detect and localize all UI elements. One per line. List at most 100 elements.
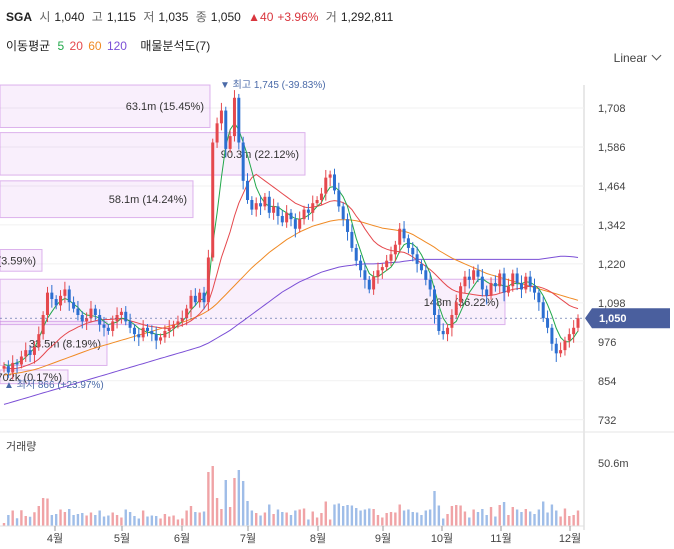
ma-20[interactable]: 20	[69, 39, 83, 53]
volume-bar	[141, 510, 145, 526]
candle-body	[433, 289, 436, 315]
volume-bar	[202, 511, 206, 526]
high-annotation: ▼ 최고 1,745 (-39.83%)	[220, 79, 326, 91]
ma-5[interactable]: 5	[57, 39, 65, 53]
volume-bar	[494, 516, 497, 526]
volume-bar	[194, 512, 197, 526]
candle-body	[411, 247, 415, 255]
candle-body	[328, 174, 332, 178]
volume-bar	[294, 510, 297, 526]
candle-body	[332, 174, 336, 191]
candle-body	[272, 206, 276, 213]
volume-profile-bar	[0, 320, 108, 366]
candle-body	[163, 330, 167, 338]
volume-bar	[468, 517, 471, 526]
volume-profile-bar	[0, 180, 194, 219]
candle-body	[489, 283, 493, 296]
candle-body	[237, 97, 241, 143]
ma-label[interactable]: 이동평균	[6, 39, 51, 53]
candle-body	[306, 209, 310, 213]
candle-body	[533, 286, 537, 293]
candle-body	[167, 327, 171, 331]
volume-profile-label: 33.5m (8.19%)	[29, 338, 101, 350]
price-header: SGA 시 1,040 고 1,115 저 1,035 종 1,050 ▲40 +3.96…	[6, 8, 397, 25]
volume-bar	[94, 515, 97, 526]
candle-body	[15, 362, 19, 365]
candle-body	[393, 244, 397, 255]
volume-bar	[7, 515, 10, 526]
volume-bar	[320, 513, 323, 526]
candles	[2, 90, 580, 380]
volume-bar	[289, 515, 293, 526]
candle-body	[141, 327, 145, 338]
ma-120[interactable]: 120	[106, 39, 127, 53]
scale-mode-dropdown[interactable]: Linear	[614, 50, 662, 65]
volume-bar	[394, 512, 397, 526]
volume-bar	[124, 509, 127, 526]
close-value: 1,050	[210, 10, 241, 24]
volume-profile-bar	[0, 132, 306, 176]
volume-bar	[441, 518, 445, 526]
y-tick-label: 854	[598, 376, 616, 388]
candle-body	[50, 292, 54, 300]
volume-bar	[476, 512, 480, 526]
volume-bar	[98, 510, 101, 526]
candle-body	[428, 279, 432, 290]
volume-distribution-label[interactable]: 매물분석도(7)	[140, 39, 211, 53]
candle-body	[85, 318, 89, 322]
volume-bar	[489, 507, 493, 526]
candle-body	[367, 279, 371, 290]
volume-bar	[368, 508, 371, 526]
candle-body	[441, 330, 445, 335]
candle-body	[424, 270, 428, 280]
volume-bar	[459, 505, 462, 526]
volume-bar	[24, 516, 27, 526]
change-pct: +3.96%	[277, 10, 319, 24]
volume-bar	[28, 516, 32, 526]
volume-bar	[572, 515, 575, 526]
volume-bar	[498, 505, 501, 526]
y-tick-label: 732	[598, 415, 616, 427]
candle-body	[346, 219, 350, 232]
volume-bar	[533, 514, 536, 526]
candle-body	[372, 276, 376, 290]
volume-bar	[446, 514, 449, 526]
volume-bar	[307, 519, 310, 526]
candle-body	[419, 263, 423, 271]
volume-bar	[154, 516, 158, 526]
volume-bar	[415, 512, 419, 526]
candle-body	[450, 315, 454, 328]
candle-body	[519, 283, 523, 290]
volume-bar	[81, 513, 84, 526]
candle-body	[124, 311, 128, 322]
candle-body	[32, 346, 36, 355]
volume-bar	[228, 507, 232, 526]
volume-bar	[502, 502, 506, 526]
ma-60[interactable]: 60	[88, 39, 102, 53]
volume-bar	[381, 517, 384, 526]
symbol: SGA	[6, 10, 33, 24]
volume-bar	[511, 507, 514, 526]
candle-body	[324, 177, 328, 194]
candle-body	[472, 270, 476, 280]
candle-body	[406, 238, 410, 248]
volume-bar	[46, 498, 49, 526]
volume-bar	[481, 509, 484, 526]
candle-body	[250, 200, 254, 210]
candle-body	[528, 276, 532, 287]
volume-bar	[111, 512, 114, 526]
candle-body	[102, 324, 106, 328]
volume-bar	[376, 515, 380, 526]
volume-bar	[168, 516, 171, 526]
y-tick-label: 1,708	[598, 103, 626, 115]
candle-body	[298, 219, 302, 229]
month-label: 11월	[490, 532, 512, 545]
volume-bar	[350, 505, 354, 526]
volume-bar	[2, 523, 6, 526]
volume-bar	[276, 509, 280, 526]
volume-bar	[128, 512, 132, 526]
volume-bar	[389, 512, 393, 526]
volume-bar	[328, 519, 332, 526]
volume-bar	[107, 515, 110, 526]
